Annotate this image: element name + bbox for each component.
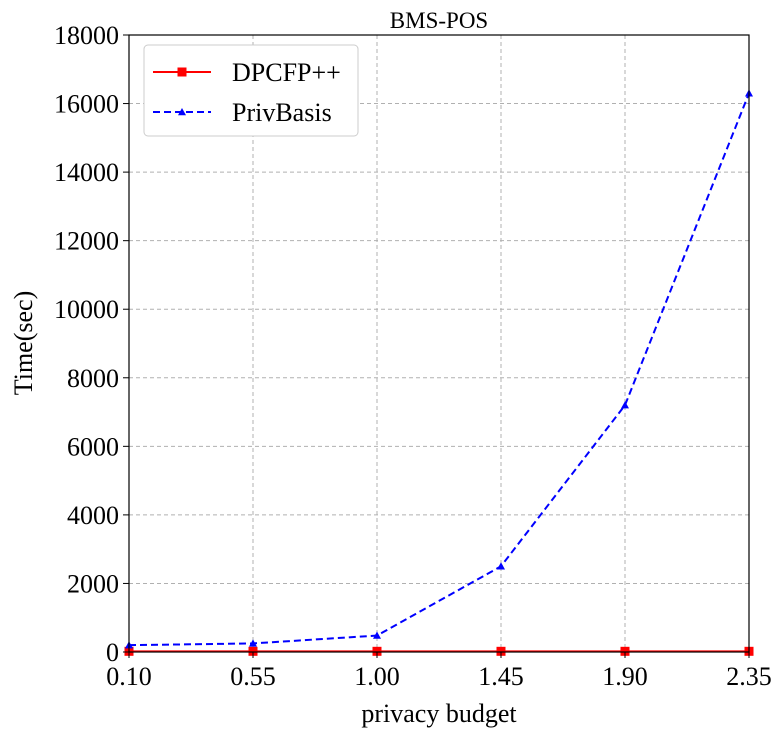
- x-tick-label: 0.10: [106, 662, 152, 691]
- y-tick-label: 10000: [54, 295, 119, 324]
- x-tick-label: 1.45: [478, 662, 524, 691]
- legend-entries: DPCFP++ PrivBasis: [153, 58, 341, 127]
- x-tick-label: 0.55: [230, 662, 276, 691]
- y-tick-label: 2000: [67, 569, 119, 598]
- x-axis-ticks: 0.10 0.55 1.00 1.45 1.90 2.35: [106, 652, 772, 691]
- y-axis-ticks: 0 2000 4000 6000 8000 10000 12000 14000 16000 180…: [54, 21, 129, 667]
- chart-title: BMS-POS: [390, 8, 488, 33]
- y-axis-label: Time(sec): [9, 291, 38, 395]
- data-point: [620, 646, 630, 656]
- y-tick-label: 0: [106, 638, 119, 667]
- series-dpcfp-: [124, 646, 754, 656]
- data-point: [249, 639, 257, 647]
- data-point: [621, 401, 629, 409]
- y-tick-label: 4000: [67, 501, 119, 530]
- x-tick-label: 2.35: [726, 662, 772, 691]
- y-tick-label: 6000: [67, 432, 119, 461]
- y-tick-label: 12000: [54, 227, 119, 256]
- legend-box: [143, 44, 359, 137]
- series-line: [128, 92, 750, 647]
- data-point: [248, 646, 258, 656]
- legend-entry: DPCFP++: [153, 58, 341, 87]
- plot-frame: [128, 34, 750, 653]
- x-axis-label: privacy budget: [361, 699, 517, 728]
- grid-lines: [129, 35, 749, 652]
- y-tick-label: 16000: [54, 90, 119, 119]
- y-tick-label: 14000: [54, 158, 119, 187]
- legend: DPCFP++ PrivBasis: [143, 44, 359, 137]
- y-tick-label: 18000: [54, 21, 119, 50]
- legend-marker: [177, 67, 187, 77]
- data-point: [373, 631, 381, 639]
- series-privbasis: [125, 89, 753, 649]
- legend-label: DPCFP++: [232, 58, 341, 87]
- y-tick-label: 8000: [67, 364, 119, 393]
- data-point: [496, 646, 506, 656]
- data-point: [497, 562, 505, 570]
- data-point: [372, 646, 382, 656]
- legend-label: PrivBasis: [232, 98, 332, 127]
- series-layer: [124, 89, 754, 656]
- x-tick-label: 1.00: [354, 662, 400, 691]
- x-tick-label: 1.90: [602, 662, 648, 691]
- legend-marker: [178, 108, 186, 116]
- legend-entry: PrivBasis: [153, 98, 332, 127]
